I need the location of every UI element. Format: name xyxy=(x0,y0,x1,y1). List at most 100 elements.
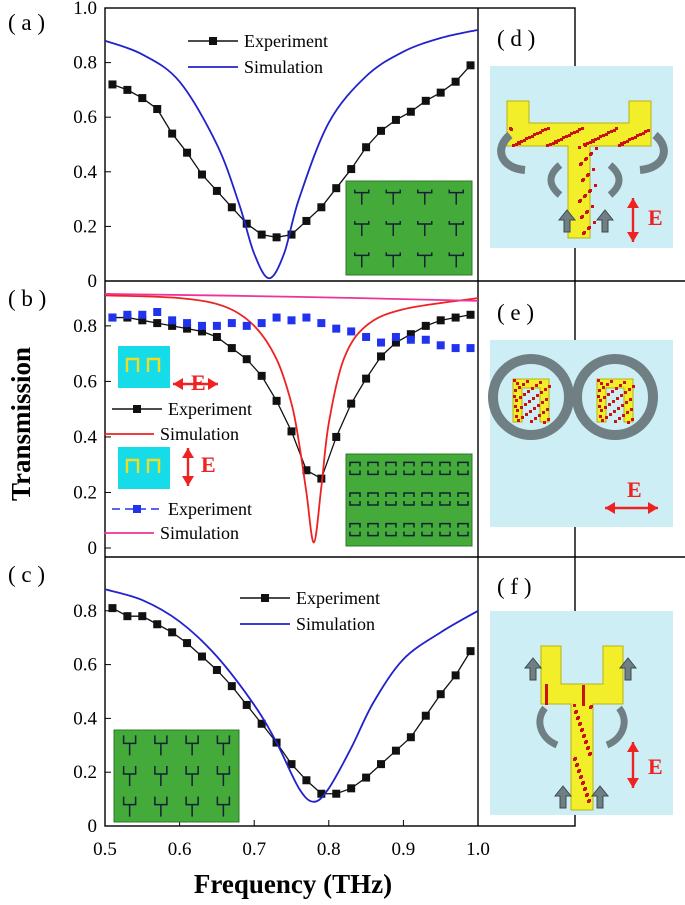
data-point xyxy=(227,203,236,212)
current-trace-d xyxy=(512,144,515,147)
current-trace-e xyxy=(610,380,613,383)
current-trace-e xyxy=(541,401,544,404)
current-trace-e xyxy=(614,420,617,423)
current-trace-f xyxy=(582,695,585,698)
unit-cell-pattern xyxy=(216,735,231,756)
data-point xyxy=(436,341,445,350)
panel-label-e: ( e ) xyxy=(497,300,534,325)
y-tick-label: 0.8 xyxy=(73,53,97,74)
data-point xyxy=(451,313,460,322)
flow-arrow-d-up-right xyxy=(595,209,615,233)
current-trace-e xyxy=(600,382,603,385)
data-point xyxy=(153,319,162,328)
current-trace-d xyxy=(634,136,637,139)
current-trace-e xyxy=(524,403,527,406)
current-trace-e xyxy=(528,400,531,403)
data-point xyxy=(317,474,326,483)
data-point xyxy=(212,665,221,674)
current-trace-d xyxy=(560,138,563,141)
current-trace-d xyxy=(613,129,616,132)
current-trace-d xyxy=(581,179,584,182)
flow-arrow-f-up-left xyxy=(553,785,573,809)
y-tick-label: 0.4 xyxy=(73,162,97,183)
x-tick-label: 0.5 xyxy=(93,839,117,860)
data-point xyxy=(362,773,371,782)
unit-cell-pattern xyxy=(349,461,361,476)
y-tick-label: 0 xyxy=(88,538,98,559)
y-tick-label: 0.6 xyxy=(73,655,97,676)
current-trace-e xyxy=(514,389,517,392)
unit-cell-pattern xyxy=(385,189,401,205)
e-arrow-e-head xyxy=(648,502,658,514)
data-point xyxy=(302,776,311,785)
y-tick-label: 0.2 xyxy=(73,762,97,783)
current-trace-d xyxy=(533,133,536,136)
data-point xyxy=(466,647,475,656)
legend-panel-a: Experiment Simulation xyxy=(188,31,328,77)
chart-panel-c: 0 0.2 0.4 0.6 0.8 xyxy=(73,588,479,837)
current-trace-f xyxy=(582,685,585,688)
current-trace-e xyxy=(597,379,600,382)
data-point xyxy=(421,711,430,720)
data-point xyxy=(257,719,266,728)
y-tick-label: 0.4 xyxy=(73,708,97,729)
data-point xyxy=(466,310,475,319)
split-ring-0 xyxy=(512,378,550,423)
current-trace-e xyxy=(608,403,611,406)
current-trace-e xyxy=(520,406,523,409)
data-point xyxy=(436,88,445,97)
unit-cell-pattern xyxy=(417,189,433,205)
current-trace-e xyxy=(618,417,621,420)
current-trace-d xyxy=(597,137,600,140)
current-trace-e xyxy=(603,396,606,399)
data-point xyxy=(212,186,221,195)
unit-cell-pattern xyxy=(154,735,168,756)
data-point xyxy=(138,310,147,319)
data-point xyxy=(183,639,192,648)
e-field-label-e: E xyxy=(627,477,642,502)
unit-cell-pattern xyxy=(448,189,464,205)
series-line-1 xyxy=(104,28,479,280)
data-point xyxy=(168,321,177,330)
current-trace-d xyxy=(594,184,597,187)
x-tick-label: 0.6 xyxy=(168,839,192,860)
current-trace-f xyxy=(573,704,576,707)
current-trace-d xyxy=(568,134,571,137)
current-trace-f xyxy=(582,699,585,702)
current-trace-d xyxy=(639,133,642,136)
current-trace-e xyxy=(532,397,535,400)
split-ring-inset-1-ring xyxy=(125,357,161,372)
data-point xyxy=(257,319,266,328)
legend-simulation-label: Simulation xyxy=(244,57,323,77)
current-trace-d xyxy=(581,127,584,130)
current-trace-f xyxy=(574,711,577,714)
current-trace-e xyxy=(627,421,630,424)
current-trace-d xyxy=(587,227,590,230)
panel-label-b: ( b ) xyxy=(8,286,46,311)
e-arrow-b1-head xyxy=(208,378,218,390)
flow-arrow-f-up-outer-left xyxy=(523,657,543,681)
data-point xyxy=(183,148,192,157)
data-point xyxy=(332,789,341,798)
current-trace-d xyxy=(626,140,629,143)
legend-experiment-1-label: Experiment xyxy=(168,399,252,419)
current-trace-e xyxy=(611,390,614,393)
unit-cell-pattern xyxy=(122,735,137,756)
data-point xyxy=(436,690,445,699)
current-trace-f xyxy=(545,692,548,695)
current-trace-d xyxy=(586,174,589,177)
data-point xyxy=(317,789,326,798)
data-point xyxy=(183,319,192,328)
split-ring-inset-2-ring xyxy=(125,458,161,473)
unit-cell-pattern xyxy=(439,522,451,537)
data-point xyxy=(347,399,356,408)
unit-cell-pattern xyxy=(439,492,451,506)
data-point xyxy=(272,396,281,405)
current-trace-f xyxy=(581,782,584,785)
current-trace-d xyxy=(552,142,555,145)
unit-cell-pattern xyxy=(354,189,370,205)
sample-inset-c xyxy=(113,729,240,823)
data-point xyxy=(287,230,296,239)
current-trace-e xyxy=(544,388,547,391)
current-trace-e xyxy=(625,401,628,404)
